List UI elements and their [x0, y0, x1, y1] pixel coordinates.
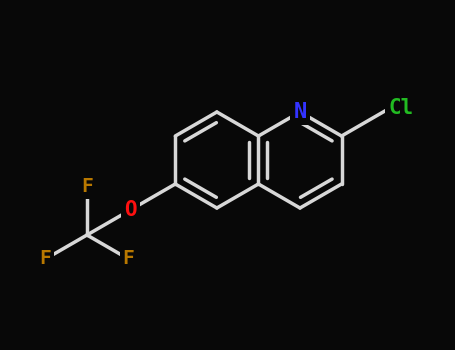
- Text: F: F: [40, 250, 51, 268]
- Text: F: F: [81, 177, 93, 196]
- Text: N: N: [293, 102, 307, 122]
- Text: O: O: [124, 200, 136, 220]
- Text: F: F: [123, 250, 134, 268]
- Text: Cl: Cl: [389, 98, 414, 119]
